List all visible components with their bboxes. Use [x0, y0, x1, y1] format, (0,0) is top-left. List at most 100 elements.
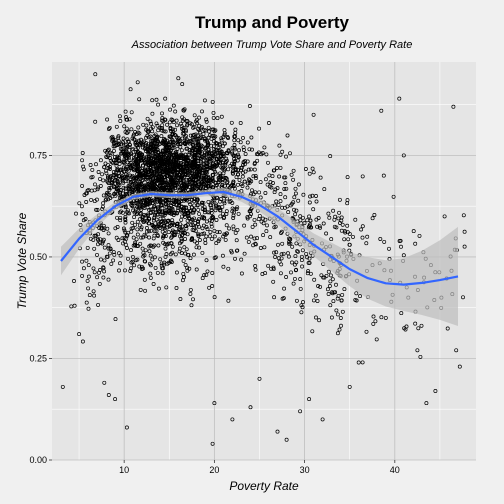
data-point [166, 160, 171, 165]
data-point [413, 241, 418, 246]
data-point [296, 198, 301, 203]
data-point [167, 146, 172, 150]
data-point [204, 234, 209, 239]
data-point [126, 179, 131, 184]
data-point [118, 119, 123, 123]
data-point [206, 147, 211, 152]
data-point [120, 177, 125, 182]
data-point [80, 259, 85, 264]
data-point [148, 263, 153, 268]
data-point [121, 159, 126, 164]
data-point [234, 248, 239, 253]
data-point [157, 163, 162, 168]
data-point [274, 250, 279, 255]
data-point [179, 238, 184, 243]
data-point [156, 243, 161, 248]
data-point [211, 173, 215, 178]
data-point [127, 191, 132, 196]
data-point [177, 246, 182, 251]
data-point [130, 183, 135, 188]
data-point [92, 246, 97, 251]
data-point [91, 266, 96, 271]
data-point [181, 126, 186, 130]
data-point [183, 172, 188, 177]
data-point [198, 130, 203, 135]
data-point [156, 102, 161, 107]
data-point [106, 393, 111, 397]
data-point [164, 205, 169, 209]
data-point [263, 177, 268, 182]
data-point [207, 234, 212, 239]
y-tick-label: 0.50 [29, 252, 47, 262]
data-point [137, 204, 142, 209]
data-point [370, 216, 375, 221]
data-point [152, 203, 157, 208]
data-point [80, 158, 85, 163]
data-point [133, 242, 138, 247]
data-point [253, 267, 258, 272]
data-point [193, 221, 198, 225]
data-point [225, 135, 230, 139]
data-point [373, 319, 378, 324]
data-point [335, 312, 340, 317]
data-point [221, 264, 226, 269]
data-point [129, 226, 134, 231]
data-point [226, 149, 231, 154]
data-point [215, 183, 220, 187]
data-point [124, 232, 129, 237]
data-point [123, 151, 128, 156]
data-point [97, 281, 102, 286]
data-point [127, 142, 132, 147]
data-point [259, 152, 264, 157]
data-point [101, 275, 106, 280]
data-point [134, 206, 139, 211]
data-point [141, 200, 146, 205]
data-point [245, 159, 250, 164]
data-point [305, 255, 310, 260]
data-point [213, 169, 218, 174]
data-point [328, 273, 333, 278]
data-point [93, 119, 98, 124]
data-point [129, 175, 134, 180]
data-point [118, 218, 123, 223]
data-point [200, 109, 204, 114]
data-point [141, 250, 146, 255]
data-point [98, 184, 103, 188]
data-point [189, 148, 194, 153]
data-point [187, 177, 192, 182]
data-point [291, 177, 296, 182]
data-point [150, 223, 155, 228]
data-point [162, 155, 167, 160]
data-point [121, 165, 126, 170]
data-point [247, 147, 252, 152]
data-point [84, 300, 89, 305]
data-point [135, 80, 140, 85]
x-axis: 10 20 30 40 [119, 460, 400, 475]
data-point [411, 229, 416, 234]
data-point [104, 197, 109, 202]
data-point [196, 177, 201, 181]
data-point [314, 315, 318, 320]
data-point [232, 207, 237, 212]
data-point [190, 223, 195, 228]
data-point [160, 271, 165, 276]
data-point [93, 72, 98, 77]
data-point [269, 266, 274, 271]
data-point [140, 246, 145, 251]
data-point [140, 157, 145, 161]
data-point [177, 200, 182, 204]
data-point [327, 284, 332, 288]
data-point [141, 139, 146, 144]
data-point [300, 248, 305, 253]
data-point [418, 354, 423, 359]
data-point [303, 167, 308, 171]
data-point [150, 257, 155, 262]
data-point [160, 111, 164, 116]
data-point [197, 232, 202, 237]
data-point [178, 187, 183, 192]
x-tick-label: 10 [119, 465, 129, 475]
data-point [267, 173, 272, 178]
data-point [342, 287, 347, 292]
data-point [387, 246, 391, 251]
data-point [212, 144, 216, 149]
